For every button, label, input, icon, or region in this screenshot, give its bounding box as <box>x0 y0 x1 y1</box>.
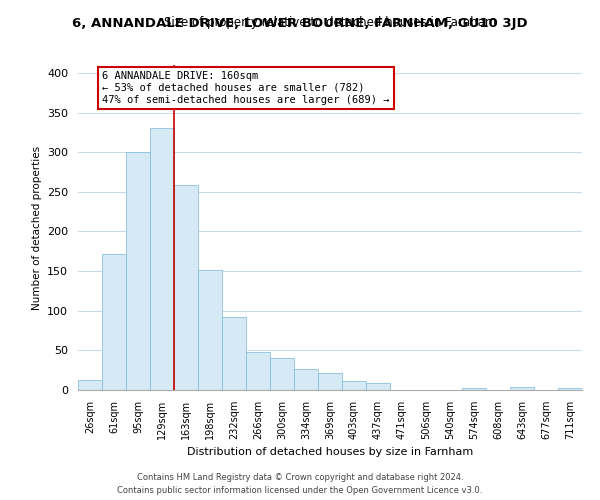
Bar <box>150 128 174 390</box>
Bar <box>246 352 270 390</box>
Bar <box>198 270 222 390</box>
Bar <box>294 368 318 390</box>
Bar <box>510 387 534 390</box>
Text: 6 ANNANDALE DRIVE: 160sqm
← 53% of detached houses are smaller (782)
47% of semi: 6 ANNANDALE DRIVE: 160sqm ← 53% of detac… <box>102 72 389 104</box>
Bar <box>366 383 390 390</box>
Bar <box>342 382 366 390</box>
Title: Size of property relative to detached houses in Farnham: Size of property relative to detached ho… <box>164 16 496 29</box>
Text: Contains HM Land Registry data © Crown copyright and database right 2024.
Contai: Contains HM Land Registry data © Crown c… <box>118 474 482 495</box>
X-axis label: Distribution of detached houses by size in Farnham: Distribution of detached houses by size … <box>187 448 473 458</box>
Bar <box>174 186 198 390</box>
Bar <box>318 374 342 390</box>
Text: 6, ANNANDALE DRIVE, LOWER BOURNE, FARNHAM, GU10 3JD: 6, ANNANDALE DRIVE, LOWER BOURNE, FARNHA… <box>72 18 528 30</box>
Bar <box>126 152 150 390</box>
Y-axis label: Number of detached properties: Number of detached properties <box>32 146 41 310</box>
Bar <box>222 317 246 390</box>
Bar <box>462 388 486 390</box>
Bar <box>102 254 126 390</box>
Bar <box>270 358 294 390</box>
Bar <box>78 380 102 390</box>
Bar <box>558 388 582 390</box>
